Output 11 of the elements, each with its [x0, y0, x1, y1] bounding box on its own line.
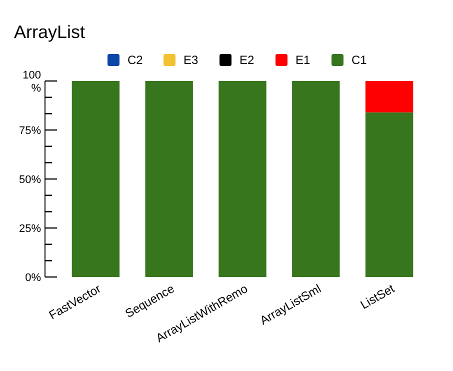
y-tick-label: 25% — [18, 223, 42, 235]
y-tick-label: 50% — [18, 174, 42, 186]
legend-label: E2 — [240, 53, 255, 67]
y-tick-label: 0% — [25, 272, 42, 284]
legend-label: C1 — [352, 53, 368, 67]
y-tick-label: 100 % — [22, 70, 42, 94]
y-tick-label: 75% — [18, 125, 42, 137]
legend-label: E1 — [296, 53, 311, 67]
legend-label: E3 — [184, 53, 199, 67]
chart-title: ArrayList — [14, 22, 86, 42]
legend-label: C2 — [128, 53, 144, 67]
